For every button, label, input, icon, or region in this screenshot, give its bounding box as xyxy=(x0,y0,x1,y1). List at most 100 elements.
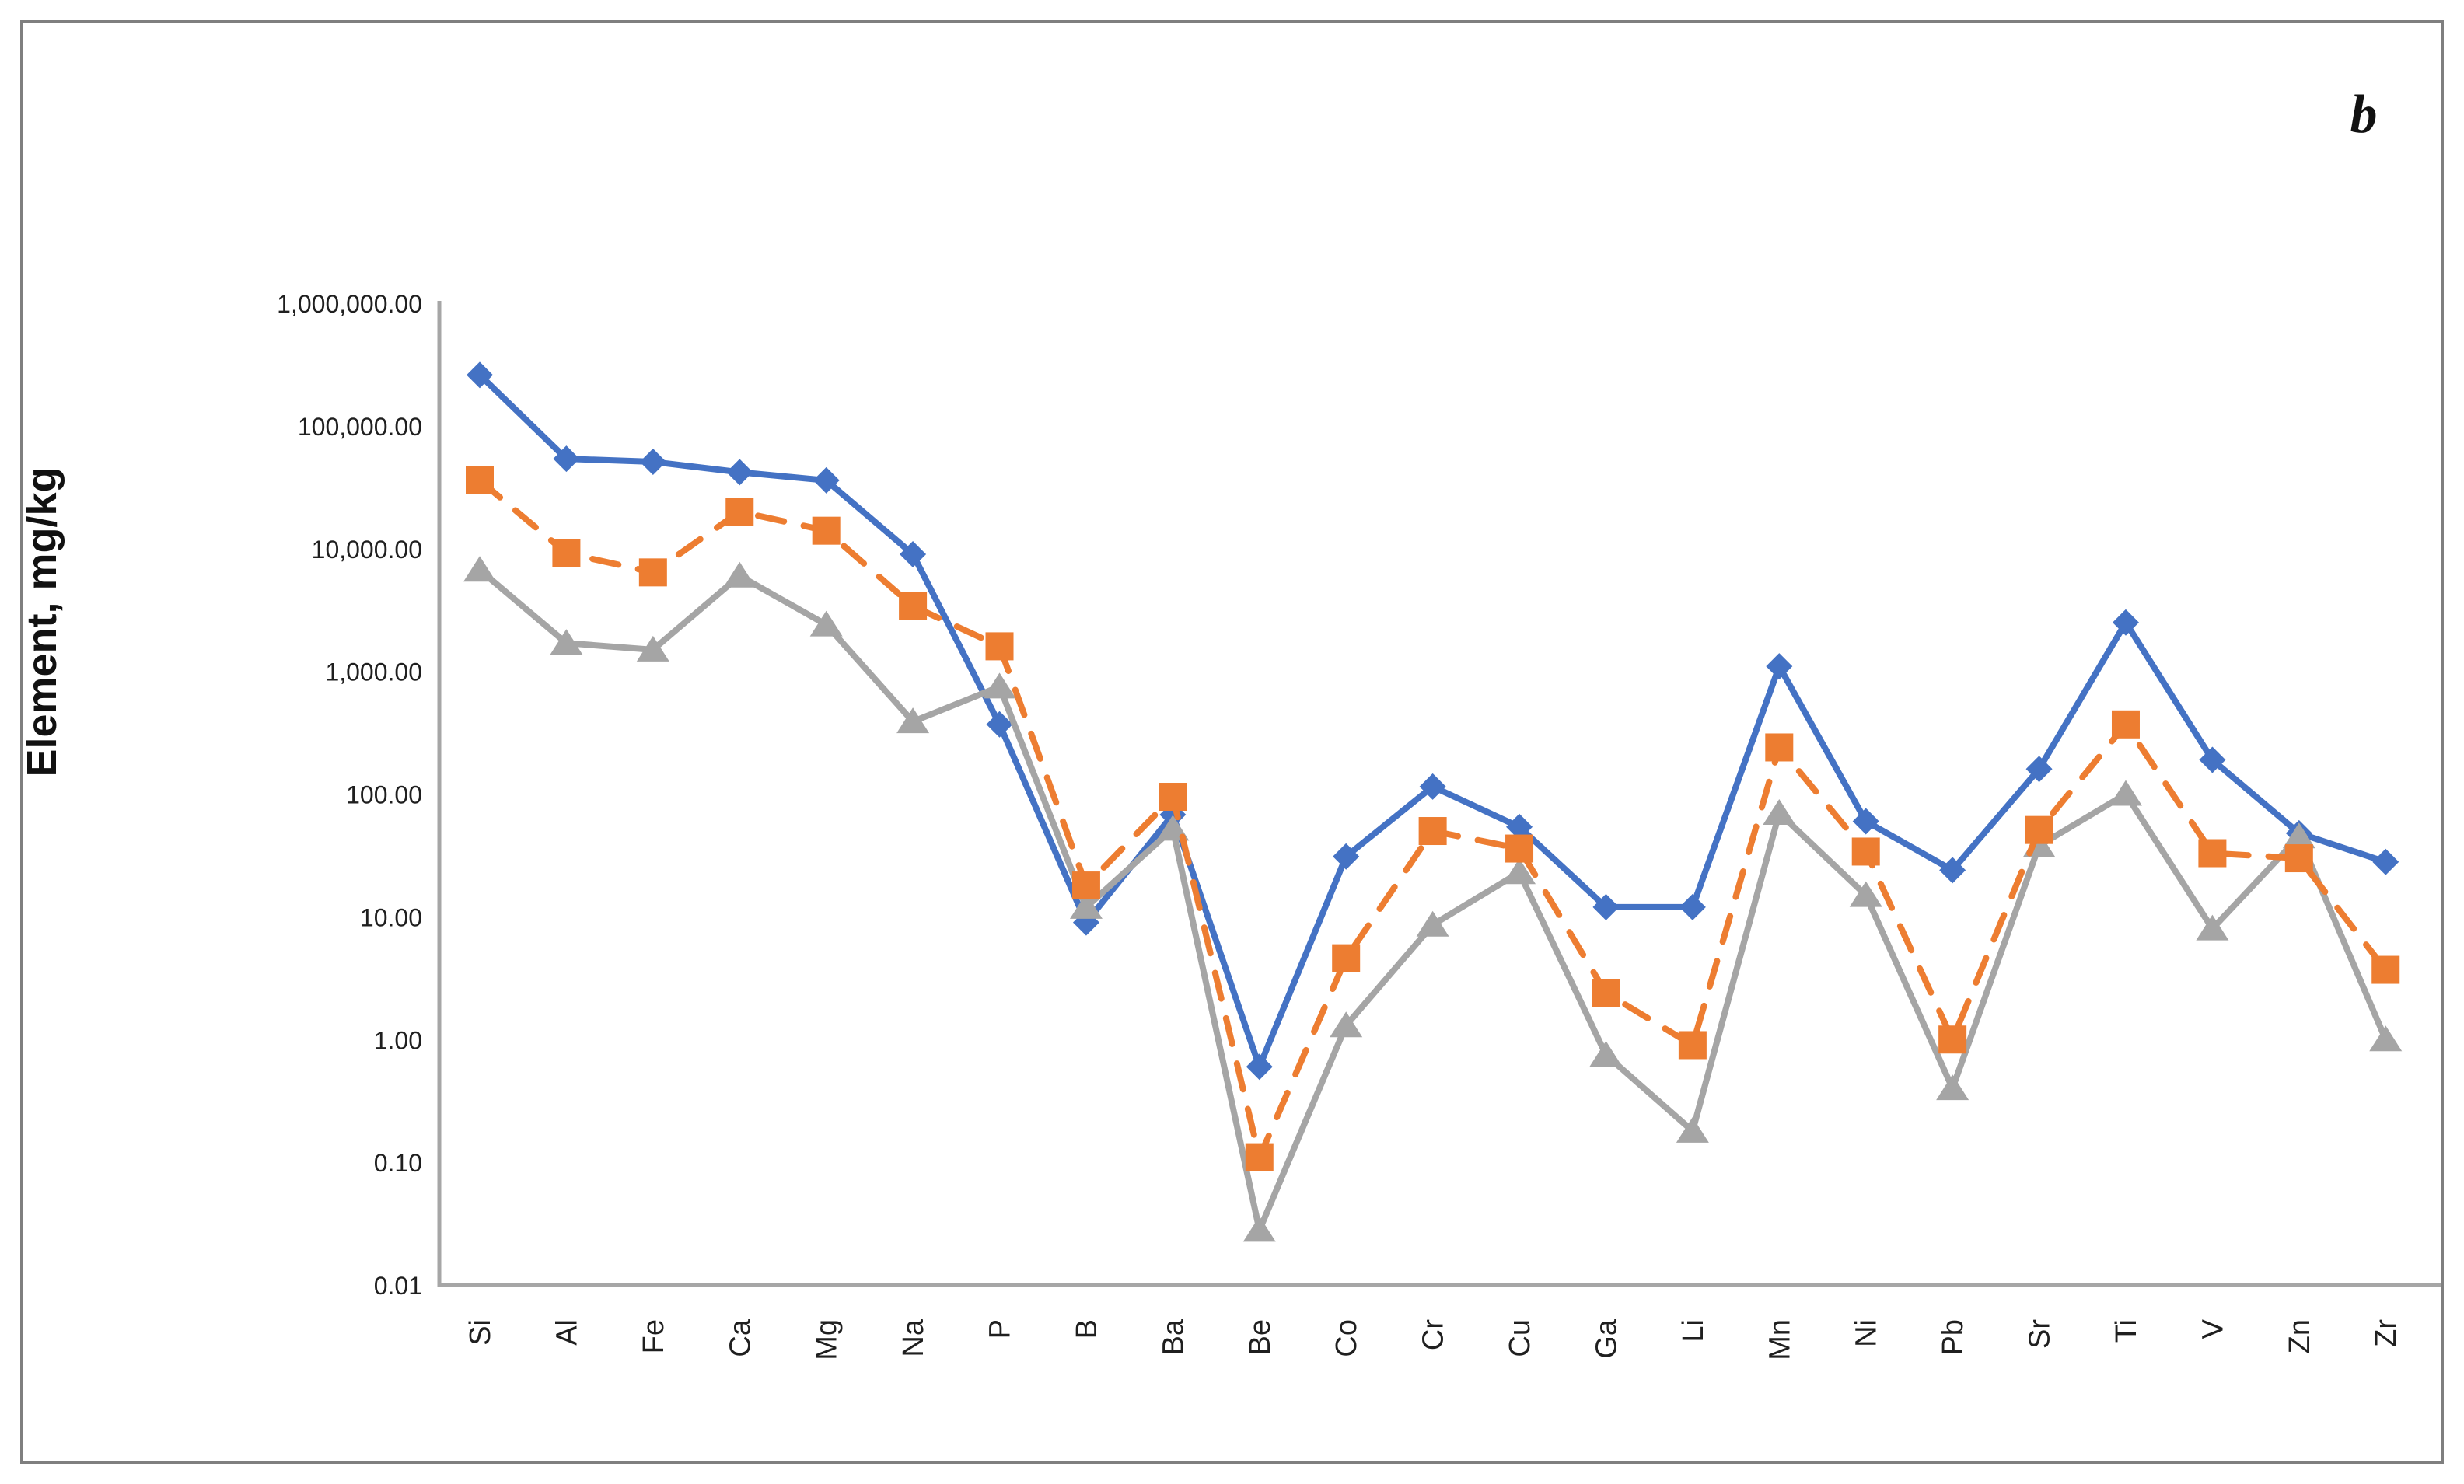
data-point xyxy=(986,711,1013,738)
y-tick-label: 1.00 xyxy=(374,1026,422,1054)
series-gray xyxy=(463,556,2403,1242)
data-point xyxy=(2196,914,2229,941)
data-point xyxy=(1333,843,1360,870)
x-category-label: B xyxy=(1071,1319,1103,1339)
data-point xyxy=(2282,822,2315,849)
data-point xyxy=(1765,733,1794,762)
x-category-label: Si xyxy=(464,1319,497,1346)
y-tick-label: 100.00 xyxy=(346,781,422,809)
y-axis-title: Element, mg/kg xyxy=(19,466,65,777)
data-point xyxy=(1939,857,1966,884)
y-tick-label: 10.00 xyxy=(360,903,422,931)
series-orange xyxy=(466,466,2400,1171)
x-category-label: Mg xyxy=(811,1319,844,1360)
series-group xyxy=(463,361,2403,1242)
data-point xyxy=(2199,746,2226,773)
x-category-label: Cu xyxy=(1504,1319,1536,1357)
x-category-label: Ca xyxy=(724,1318,757,1357)
data-point xyxy=(726,459,753,486)
x-category-label: P xyxy=(984,1319,1017,1339)
data-point xyxy=(1332,944,1361,972)
data-point xyxy=(1159,783,1187,812)
x-category-label: Pb xyxy=(1937,1319,1969,1355)
y-tick-label: 0.01 xyxy=(374,1272,422,1300)
data-point xyxy=(2025,756,2053,783)
data-point xyxy=(2198,839,2227,868)
data-point xyxy=(1938,1025,1967,1054)
data-point xyxy=(1679,893,1706,920)
data-point xyxy=(638,558,667,587)
data-point xyxy=(2109,780,2142,806)
data-point xyxy=(1419,773,1446,800)
data-point xyxy=(1071,871,1100,900)
data-point xyxy=(2284,844,2313,873)
data-point xyxy=(2025,815,2053,844)
data-point xyxy=(553,445,580,473)
x-category-label: Ba xyxy=(1157,1318,1190,1355)
data-point xyxy=(1676,1116,1709,1143)
data-point xyxy=(1505,834,1534,863)
x-category-label: Na xyxy=(897,1318,930,1357)
data-point xyxy=(2111,710,2140,739)
data-point xyxy=(1069,892,1103,919)
data-point xyxy=(1849,881,1882,907)
data-point xyxy=(812,516,841,545)
x-category-label: Li xyxy=(1677,1319,1710,1343)
data-point xyxy=(1245,1143,1274,1171)
x-category-label: Ga xyxy=(1590,1318,1623,1359)
data-point xyxy=(1506,813,1533,840)
y-tick-label: 10,000.00 xyxy=(312,536,422,564)
y-tick-label: 0.10 xyxy=(374,1149,422,1177)
x-category-label: Al xyxy=(550,1319,583,1346)
x-category-label: Zr xyxy=(2370,1319,2403,1347)
y-tick-label: 1,000,000.00 xyxy=(277,290,422,318)
data-point xyxy=(1852,808,1879,835)
data-point xyxy=(1678,1031,1707,1060)
data-point xyxy=(2371,955,2400,984)
data-point xyxy=(1766,653,1793,680)
data-point xyxy=(1592,979,1620,1007)
data-point xyxy=(2372,848,2399,875)
data-point xyxy=(1246,1053,1273,1081)
x-category-label: Ni xyxy=(1851,1319,1883,1347)
data-point xyxy=(813,466,840,494)
data-point xyxy=(466,466,494,494)
data-point xyxy=(2369,1025,2403,1052)
data-point xyxy=(463,556,496,582)
data-point xyxy=(1503,858,1536,885)
data-point xyxy=(550,629,583,655)
x-category-label: V xyxy=(2197,1318,2229,1339)
y-tick-label: 1,000.00 xyxy=(325,658,422,686)
x-category-label: Fe xyxy=(638,1319,670,1353)
x-category-label: Be xyxy=(1244,1319,1277,1355)
panel-label: b xyxy=(2350,85,2378,145)
data-point xyxy=(1589,1040,1623,1067)
data-point xyxy=(1416,910,1449,937)
series-blue xyxy=(467,361,2399,1081)
data-point xyxy=(1592,893,1620,920)
data-point xyxy=(896,707,930,734)
data-point xyxy=(985,632,1014,661)
figure-border xyxy=(20,20,2444,1464)
axes: 1,000,000.00 100,000.00 10,000.00 1,000.00 1… xyxy=(277,290,2441,1360)
data-point xyxy=(636,635,669,662)
data-point xyxy=(1763,798,1796,825)
data-point xyxy=(723,561,757,588)
data-point xyxy=(1851,837,1880,866)
x-category-label: Sr xyxy=(2024,1319,2057,1349)
data-point xyxy=(552,539,581,567)
x-category-label: Cr xyxy=(1417,1319,1450,1350)
data-point xyxy=(1330,1011,1363,1038)
data-point xyxy=(725,498,754,526)
x-category-label: Zn xyxy=(2284,1319,2316,1353)
data-point xyxy=(2112,609,2139,636)
data-point xyxy=(1242,1216,1276,1242)
data-point xyxy=(1418,817,1447,846)
data-point xyxy=(639,449,666,476)
y-tick-label: 100,000.00 xyxy=(298,413,422,441)
data-point xyxy=(899,592,928,620)
data-point xyxy=(809,610,843,637)
data-point xyxy=(467,361,493,389)
